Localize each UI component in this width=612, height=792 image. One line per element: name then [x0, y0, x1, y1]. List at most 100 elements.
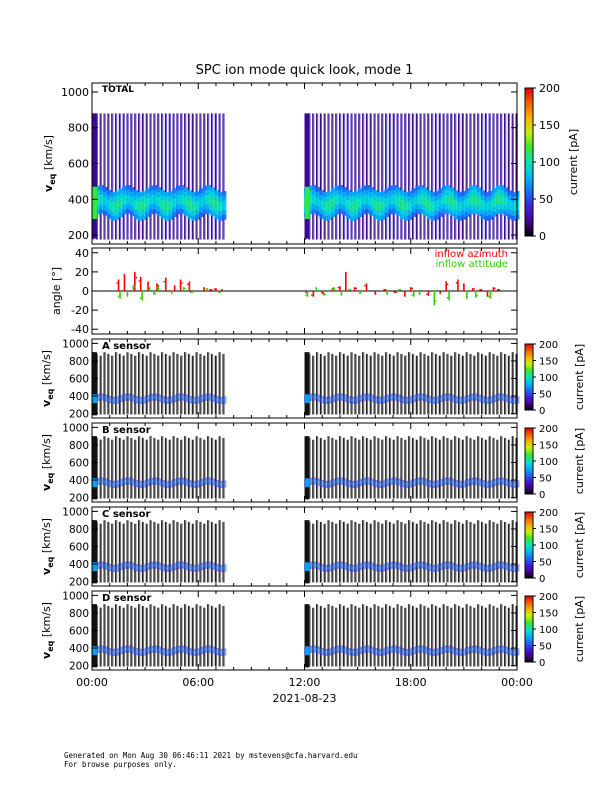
spectrum-cell [457, 569, 462, 571]
spectrum-cell [149, 646, 154, 649]
spectrum-cell [118, 212, 123, 218]
sweep-line [218, 436, 220, 499]
spectrum-cell [399, 480, 405, 482]
spectrum-cell [442, 561, 447, 563]
spectrum-cell [126, 398, 131, 400]
colorbar-tick-label: 0 [539, 574, 545, 585]
spectrum-cell [376, 485, 382, 487]
spectrum-cell [106, 649, 112, 651]
sweep-line [434, 521, 437, 583]
spectrum-cell [323, 654, 328, 656]
spectrum-cell [319, 565, 324, 567]
sweep-line [443, 436, 445, 499]
spectrum-cell [187, 399, 192, 401]
spectrum-cell [468, 650, 474, 652]
spectrum-cell [198, 399, 204, 401]
sweep-line [189, 605, 191, 667]
spectrum-cell [122, 480, 127, 482]
spectrum-cell [365, 480, 370, 483]
spectrum-cell [323, 651, 328, 653]
sweep-line [404, 439, 406, 499]
sweep-line [139, 113, 141, 240]
spectrum-cell [369, 483, 374, 485]
spectrum-cell [411, 650, 416, 652]
sweep-line [362, 520, 364, 583]
spectrum-cell [484, 486, 489, 488]
sweep-line [365, 605, 368, 667]
spectrum-cell [465, 567, 470, 569]
spectrum-cell [168, 481, 173, 483]
spectrum-cell [191, 201, 196, 207]
spectrum-cell [453, 481, 459, 483]
sweep-line [427, 607, 429, 667]
spectrum-cell [380, 215, 386, 220]
spectrum-cell [461, 396, 466, 398]
spectrum-cell [218, 648, 223, 651]
sweep-line [199, 113, 201, 240]
spectrum-cell [422, 564, 428, 567]
spectrum-cell [218, 570, 223, 572]
sweep-line [219, 113, 221, 240]
sweep-line [115, 352, 117, 415]
spectrum-cell [330, 651, 336, 654]
spectrum-cell [133, 400, 139, 402]
spectrum-cell [422, 211, 428, 216]
spectrum-cell [353, 484, 359, 486]
spectrum-cell [403, 484, 409, 486]
spectrum-cell [103, 210, 108, 216]
spectrum-cell [334, 562, 340, 565]
sweep-line [431, 604, 433, 667]
spectrum-cell [353, 566, 359, 569]
spectrum-cell [141, 486, 146, 488]
spectrum-cell [198, 480, 204, 482]
spectrum-cell [430, 568, 436, 570]
spectrum-cell [442, 477, 447, 479]
spectrum-cell [214, 195, 219, 200]
spectrum-cell [488, 200, 493, 206]
spectrum-cell [183, 211, 189, 216]
spectrum-cell [503, 196, 508, 202]
spectrum-cell [457, 401, 462, 403]
sweep-line [145, 439, 147, 499]
spectrum-cell [484, 482, 489, 484]
spectrum-cell [373, 484, 378, 486]
spectrum-cell [164, 570, 169, 572]
spectrum-cell [172, 565, 177, 567]
spectrum-cell [187, 653, 192, 656]
spectrum-cell [407, 210, 413, 216]
spectrum-cell [164, 401, 169, 403]
spectrum-cell [338, 204, 343, 209]
sweep-line [466, 352, 468, 415]
spectrum-cell [476, 652, 482, 654]
sweep-line [107, 521, 109, 583]
spectrum-cell [407, 570, 413, 572]
spectrum-cell [307, 477, 313, 479]
panel-4-label: D sensor [102, 593, 151, 604]
spectrum-cell [495, 481, 501, 483]
spectrum-cell [149, 651, 154, 653]
spectrum-cell [95, 397, 100, 399]
spectrum-cell [152, 566, 158, 568]
spectrum-cell [361, 566, 366, 568]
spectrum-cell [407, 648, 413, 650]
sweep-line [469, 605, 471, 667]
spectrum-cell [319, 209, 324, 214]
spectrum-cell [172, 188, 177, 194]
sweep-line [123, 439, 125, 499]
spectrum-cell [407, 486, 413, 488]
spectrum-cell [103, 651, 108, 653]
angle-point [210, 288, 213, 291]
spectrum-cell [365, 395, 370, 397]
sweep-line [505, 605, 507, 667]
spectrum-cell [369, 568, 374, 570]
sweep-line [436, 353, 438, 415]
spectrum-cell [195, 398, 200, 400]
spectrum-cell [187, 568, 192, 570]
spectrum-cell [221, 485, 227, 487]
spectrum-cell [365, 650, 370, 652]
spectrum-cell [164, 211, 169, 216]
sweep-line [424, 437, 426, 499]
spectrum-cell [373, 482, 378, 484]
spectrum-cell [218, 568, 223, 570]
spectrum-cell [346, 194, 351, 200]
